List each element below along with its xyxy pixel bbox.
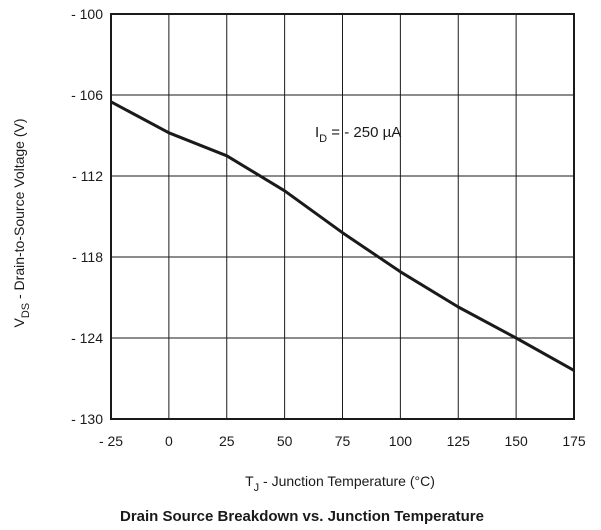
y-tick-label-0: - 100 (71, 6, 103, 22)
y-tick-label-4: - 124 (71, 330, 103, 346)
x-tick-label-2: 25 (219, 433, 235, 449)
x-tick-label-0: - 25 (99, 433, 123, 449)
y-tick-label-2: - 112 (72, 168, 103, 184)
y-tick-labels: - 100 - 106 - 112 - 118 - 124 - 130 (71, 6, 103, 427)
grid (110, 13, 575, 420)
plot-frame (110, 13, 575, 420)
series-line-0 (110, 100, 575, 372)
y-axis-label: VDS - Drain-to-Source Voltage (V) (11, 118, 32, 327)
x-tick-label-6: 125 (447, 433, 471, 449)
x-tick-label-8: 175 (562, 433, 586, 449)
x-tick-label-4: 75 (335, 433, 351, 449)
x-tick-labels: - 25 0 25 50 75 100 125 150 175 (99, 433, 586, 449)
y-tick-label-1: - 106 (71, 87, 103, 103)
x-tick-label-5: 100 (389, 433, 413, 449)
y-tick-label-3: - 118 (72, 249, 103, 265)
series-layer (110, 100, 575, 372)
x-tick-label-7: 150 (504, 433, 528, 449)
x-tick-label-3: 50 (277, 433, 293, 449)
annotation: ID = - 250 µA (315, 124, 401, 145)
chart-title: Drain Source Breakdown vs. Junction Temp… (120, 508, 484, 525)
x-tick-label-1: 0 (165, 433, 173, 449)
x-axis-label: TJ - Junction Temperature (°C) (245, 473, 435, 494)
y-tick-label-5: - 130 (71, 411, 103, 427)
